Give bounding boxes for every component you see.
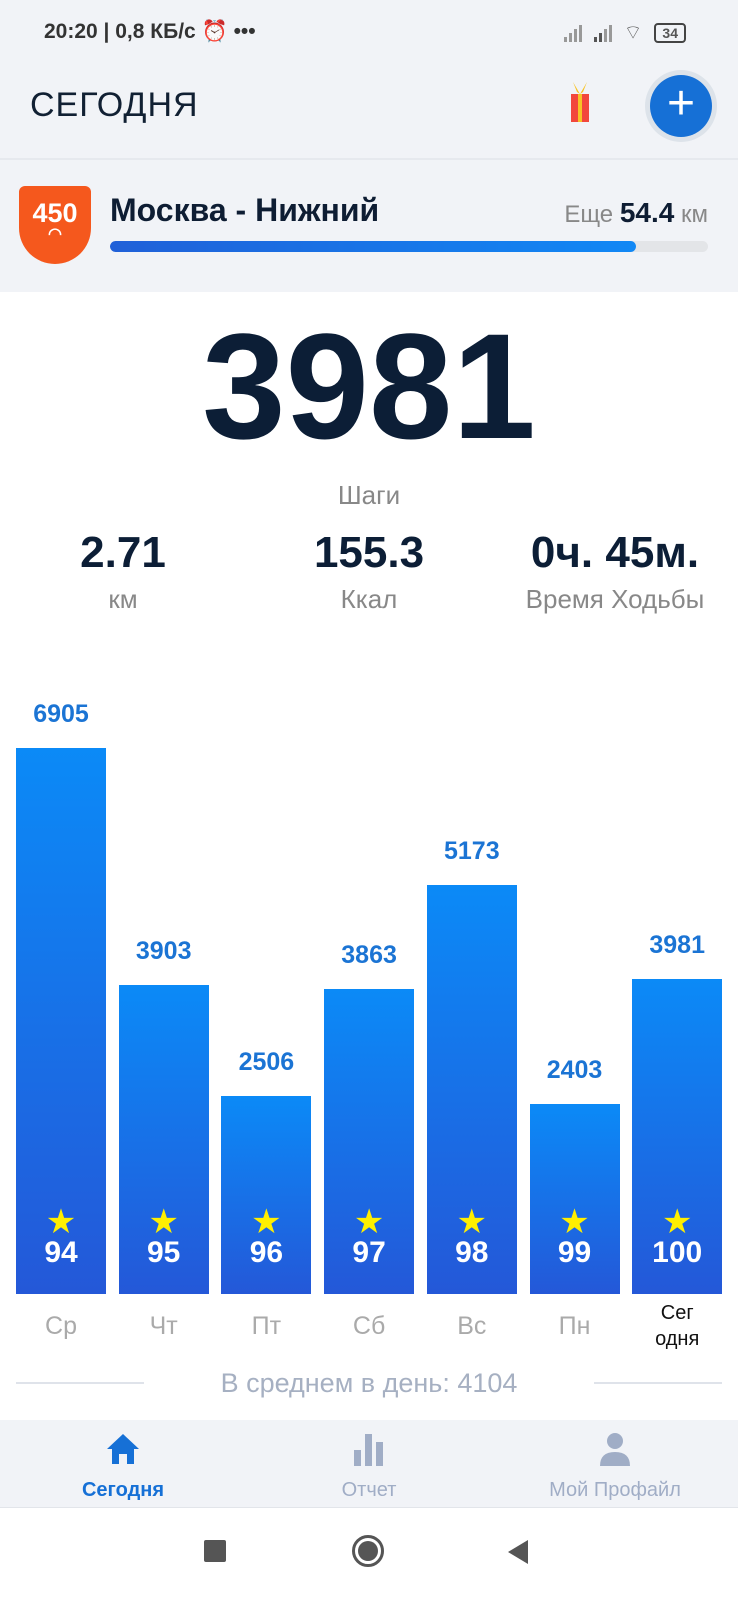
divider [594, 1382, 722, 1384]
bar-score: 99 [557, 1236, 592, 1269]
bar-value-label: 2506 [238, 1047, 295, 1076]
bar[interactable] [16, 748, 106, 1294]
day-label: Сб [352, 1312, 386, 1340]
status-time: 20:20 | 0,8 КБ/с [44, 20, 196, 43]
route-progress-bar [110, 241, 708, 252]
page-title: СЕГОДНЯ [30, 86, 199, 124]
battery-icon: 34 [654, 22, 686, 43]
gift-icon[interactable] [569, 82, 591, 124]
status-bar-left: 20:20 | 0,8 КБ/с ⏰ ••• [44, 20, 256, 44]
day-label: Ср [45, 1312, 77, 1340]
bar-value-label: 3981 [649, 931, 705, 960]
wifi-icon: ⌔ [623, 22, 643, 44]
day-label-today: Сег одня [655, 1302, 700, 1350]
bar-chart-icon [354, 1434, 383, 1466]
bar-score: 94 [44, 1236, 78, 1269]
bar-value-label: 3903 [135, 937, 192, 966]
star-icon: ★ [45, 1203, 77, 1241]
walk-time-value: 0ч. 45м. [530, 528, 700, 577]
day-label: Пт [251, 1312, 282, 1340]
star-icon: ★ [456, 1203, 488, 1241]
badge-number: 450 [32, 198, 78, 228]
star-icon: ★ [148, 1203, 179, 1241]
calories-label: Ккал [340, 584, 398, 614]
bar[interactable] [324, 988, 415, 1294]
day-label: Вс [457, 1312, 487, 1340]
day-label: Чт [149, 1312, 178, 1340]
calories-value: 155.3 [313, 528, 425, 577]
bar[interactable] [118, 985, 209, 1294]
bar[interactable] [426, 884, 517, 1294]
speedometer-icon: ◠ [48, 226, 62, 243]
day-label: Пн [558, 1312, 591, 1340]
bar-value-label: 6905 [33, 700, 89, 728]
bar[interactable] [221, 1095, 312, 1294]
route-progress-fill [110, 241, 637, 252]
distance-label: км [108, 584, 138, 614]
route-name[interactable]: Москва - Нижний [110, 192, 380, 228]
tab-label: Сегодня [81, 1479, 165, 1501]
bar[interactable] [632, 979, 723, 1294]
person-icon [600, 1433, 630, 1466]
more-notifications: ••• [233, 20, 256, 43]
star-icon: ★ [251, 1203, 282, 1241]
bar-score: 97 [352, 1236, 386, 1269]
bar-score: 95 [147, 1236, 181, 1269]
bar-value-label: 3863 [341, 940, 397, 969]
bar-value-label: 5173 [443, 836, 500, 865]
divider [16, 1382, 144, 1384]
bar[interactable] [529, 1103, 620, 1294]
status-bar-right: ⌔ 34 [563, 20, 686, 45]
tab-profile[interactable]: Мой Профайл [492, 1432, 738, 1502]
distance-value: 2.71 [80, 528, 166, 577]
home-button[interactable] [352, 1535, 384, 1567]
plus-icon: + [666, 77, 696, 130]
route-remaining: Еще 54.4 км [564, 197, 708, 228]
recents-button[interactable] [204, 1540, 226, 1562]
divider [0, 158, 738, 160]
signal-icon [563, 24, 582, 42]
walk-time-label: Время Ходьбы [525, 584, 705, 614]
tab-today[interactable]: Сегодня [0, 1432, 246, 1502]
steps-label: Шаги [337, 480, 401, 510]
bar-score: 98 [455, 1236, 489, 1269]
star-icon: ★ [353, 1203, 385, 1241]
signal-icon [593, 24, 612, 42]
tab-label: Отчет [341, 1479, 397, 1501]
alarm-icon: ⏰ [201, 20, 228, 43]
steps-count: 3981 [202, 302, 536, 470]
home-icon [107, 1434, 139, 1464]
tab-label: Мой Профайл [549, 1479, 681, 1501]
route-badge[interactable]: 450 ◠ [19, 186, 91, 264]
bar-value-label: 2403 [546, 1055, 603, 1084]
add-button[interactable]: + [650, 75, 712, 137]
bar-score: 100 [652, 1236, 703, 1269]
tab-report[interactable]: Отчет [246, 1432, 492, 1502]
daily-average: В среднем в день: 4104 [220, 1368, 518, 1398]
bar-score: 96 [249, 1236, 284, 1269]
star-icon: ★ [559, 1203, 590, 1241]
back-button[interactable] [508, 1540, 528, 1564]
star-icon: ★ [661, 1203, 693, 1241]
